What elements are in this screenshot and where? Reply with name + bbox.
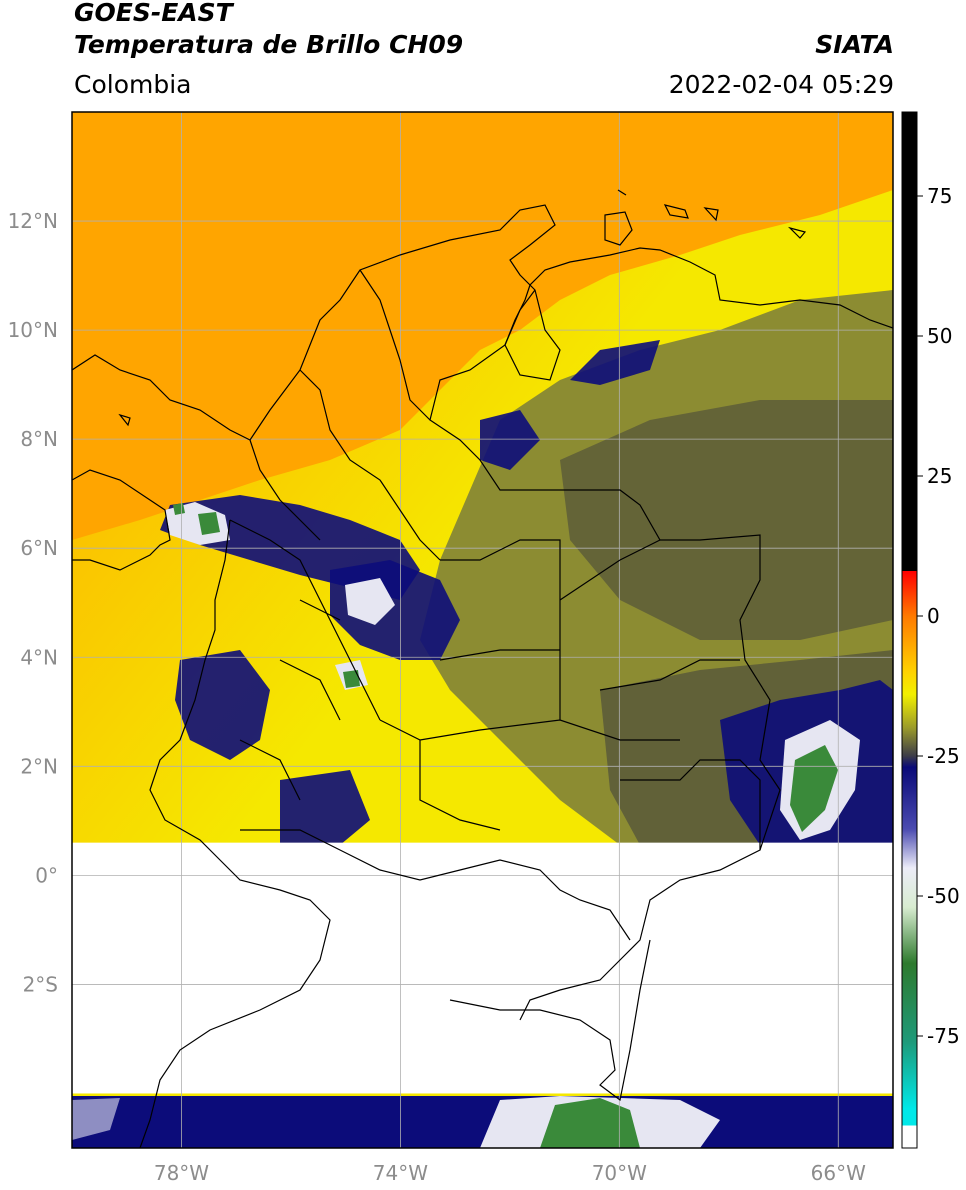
source-label: SIATA <box>815 30 894 59</box>
colombia-brazil-border <box>519 759 761 1021</box>
colorbar-tick-label: 50 <box>927 324 952 348</box>
product-title: Temperatura de Brillo CH09 <box>74 30 464 59</box>
panama-coast <box>72 469 171 571</box>
cloud-region-darkolive <box>560 400 893 640</box>
colorbar-tick-label: 0 <box>927 604 940 628</box>
convective-cluster-5 <box>280 770 370 845</box>
peru-brazil-border <box>449 939 651 1102</box>
colorbar-tick-label: -50 <box>927 884 960 908</box>
map-frame <box>71 111 894 1149</box>
lat-tick-label: 10°N <box>8 318 58 342</box>
colorbar-tick-label: 25 <box>927 464 952 488</box>
lon-tick-label: 70°W <box>592 1161 647 1185</box>
lat-tick-label: 2°S <box>23 972 58 996</box>
datetime-label: 2022-02-04 05:29 <box>668 70 894 99</box>
borders-coastlines <box>72 189 893 1148</box>
cold-cloud-top-2 <box>345 578 395 625</box>
colombia-venezuela-border <box>429 289 781 851</box>
lat-tick-label: 6°N <box>20 536 58 560</box>
internal-borders-1 <box>229 269 441 721</box>
lat-tick-label: 0° <box>35 863 58 887</box>
coldest-cloud-top-3 <box>790 745 838 832</box>
colombia-peru-border <box>240 829 631 941</box>
colorbar-tick-label: -75 <box>927 1024 960 1048</box>
lat-tick-label: 2°N <box>20 754 58 778</box>
coldest-cloud-top-4 <box>343 670 360 688</box>
bottom-coldest-tops <box>540 1098 640 1148</box>
coldest-cloud-top-2 <box>173 503 185 515</box>
internal-borders-2 <box>239 539 680 831</box>
convective-cluster-7 <box>480 410 540 470</box>
bottom-cloud-strip <box>72 1096 893 1148</box>
pacific-coast <box>139 519 331 1148</box>
lat-tick-label: 12°N <box>8 209 58 233</box>
convective-cluster-6 <box>570 340 660 385</box>
lon-tick-label: 78°W <box>154 1161 209 1185</box>
gridlines <box>72 112 893 1148</box>
lat-tick-label: 4°N <box>20 645 58 669</box>
map-image <box>72 112 893 1148</box>
bottom-light-left <box>72 1098 120 1140</box>
colorbar-tick-label: -25 <box>927 744 960 768</box>
colorbar-tick-label: 75 <box>927 184 952 208</box>
caribbean-islands <box>118 189 807 427</box>
warm-region-orange <box>72 112 893 540</box>
longitude-tick-labels: 78°W 74°W 70°W 66°W <box>154 1161 866 1185</box>
latitude-tick-labels: 12°N 10°N 8°N 6°N 4°N 2°N 0° 2°S <box>8 209 58 996</box>
lon-tick-label: 74°W <box>373 1161 428 1185</box>
coldest-cloud-top-1 <box>198 512 220 535</box>
region-label: Colombia <box>74 70 192 99</box>
lat-tick-label: 8°N <box>20 427 58 451</box>
colorbar-ticks: 75 50 25 0 -25 -50 -75 <box>917 184 960 1048</box>
venezuela-internal-borders <box>559 539 740 691</box>
convective-cluster-4 <box>175 650 270 760</box>
colorbar <box>901 111 918 1149</box>
satellite-title: GOES-EAST <box>74 0 233 27</box>
lon-tick-label: 66°W <box>811 1161 866 1185</box>
no-data-band <box>72 842 893 1094</box>
